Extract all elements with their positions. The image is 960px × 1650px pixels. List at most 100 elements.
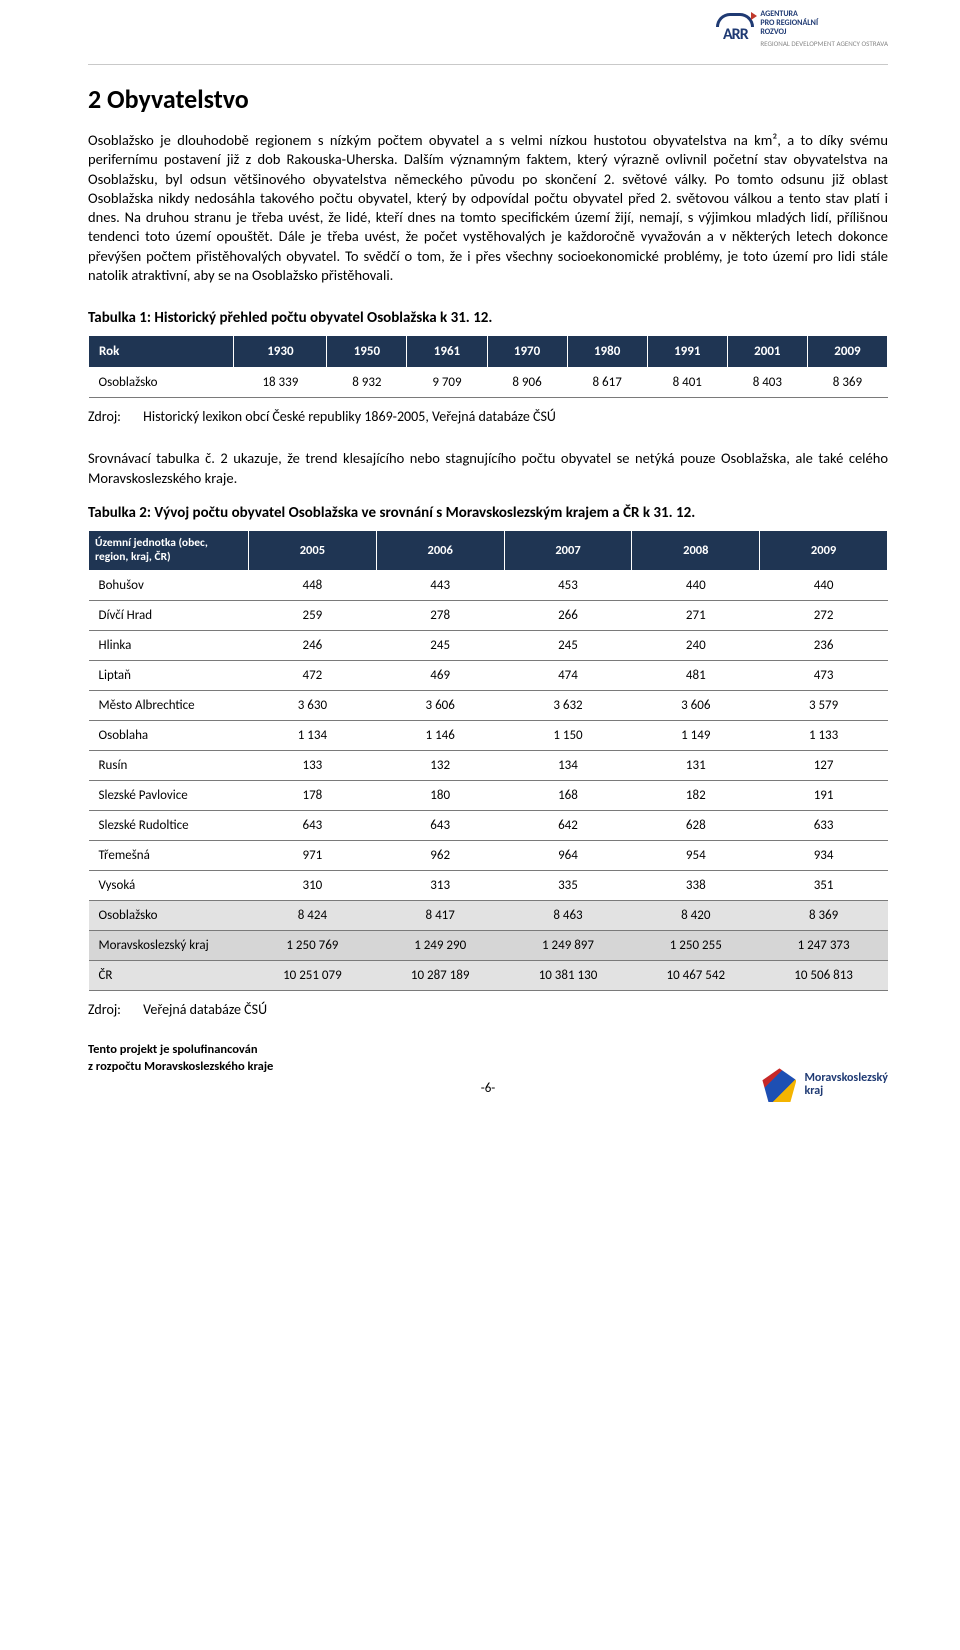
table2-cell: 1 150 [504,721,632,751]
msk-shape-icon [762,1068,796,1102]
table1-title: Tabulka 1: Historický přehled počtu obyv… [88,309,888,327]
msk-line2: kraj [804,1085,888,1098]
table-row: Slezské Rudoltice643643642628633 [89,811,888,841]
table2-cell: 473 [760,661,888,691]
table2-cell: 127 [760,751,888,781]
table2-row-label: Bohušov [89,571,249,601]
table-row: Město Albrechtice3 6303 6063 6323 6063 5… [89,691,888,721]
intro-paragraph: Osoblažsko je dlouhodobě regionem s nízk… [88,131,888,285]
source1-label: Zdroj: [88,408,140,425]
table2-cell: 3 606 [632,691,760,721]
table1: Rok19301950196119701980199120012009 Osob… [88,335,888,398]
table2-cell: 8 424 [249,901,377,931]
table2-cell: 3 579 [760,691,888,721]
table2-cell: 338 [632,871,760,901]
table2-cell: 10 381 130 [504,961,632,991]
table2-cell: 1 247 373 [760,931,888,961]
table2-cell: 971 [249,841,377,871]
table-row: Rusín133132134131127 [89,751,888,781]
table1-header-label: Rok [89,336,234,368]
table2-cell: 1 250 769 [249,931,377,961]
table2-cell: 335 [504,871,632,901]
table1-cell: 9 709 [407,368,487,398]
table2-cell: 191 [760,781,888,811]
table-row: Moravskoslezský kraj1 250 7691 249 2901 … [89,931,888,961]
table1-year-header: 1970 [487,336,567,368]
table2-cell: 472 [249,661,377,691]
table-row: Bohušov448443453440440 [89,571,888,601]
table1-cell: 8 403 [727,368,807,398]
table2-cell: 240 [632,631,760,661]
arr-arrow-icon [751,12,757,20]
table2-cell: 440 [632,571,760,601]
table1-cell: 8 617 [567,368,647,398]
table1-year-header: 2009 [807,336,887,368]
table2-cell: 278 [376,601,504,631]
table1-cell: 18 339 [234,368,327,398]
logo-sub: REGIONAL DEVELOPMENT AGENCY OSTRAVA [760,39,888,48]
table2-cell: 10 506 813 [760,961,888,991]
table2-cell: 453 [504,571,632,601]
table1-row-label: Osoblažsko [89,368,234,398]
table2-cell: 3 632 [504,691,632,721]
table2-cell: 180 [376,781,504,811]
table2-row-label: Slezské Rudoltice [89,811,249,841]
table2-cell: 168 [504,781,632,811]
source2: Zdroj: Veřejná databáze ČSÚ [88,1001,888,1018]
table2-cell: 1 249 290 [376,931,504,961]
table2-cell: 474 [504,661,632,691]
table2-cell: 1 249 897 [504,931,632,961]
table1-cell: 8 401 [647,368,727,398]
table-row: Liptaň472469474481473 [89,661,888,691]
table2-cell: 266 [504,601,632,631]
table2-cell: 481 [632,661,760,691]
table2-row-label: Město Albrechtice [89,691,249,721]
logo-line3: ROZVOJ [760,28,888,37]
table2-cell: 443 [376,571,504,601]
table2-cell: 133 [249,751,377,781]
table2-cell: 8 420 [632,901,760,931]
table2-cell: 8 369 [760,901,888,931]
table-row: Osoblaha1 1341 1461 1501 1491 133 [89,721,888,751]
table2-cell: 1 134 [249,721,377,751]
table1-year-header: 1980 [567,336,647,368]
table2-cell: 1 133 [760,721,888,751]
table2-cell: 131 [632,751,760,781]
table2-row-label: Vysoká [89,871,249,901]
table2-cell: 272 [760,601,888,631]
table2-cell: 10 467 542 [632,961,760,991]
table2-cell: 245 [376,631,504,661]
table2-cell: 236 [760,631,888,661]
table-row: Osoblažsko8 4248 4178 4638 4208 369 [89,901,888,931]
table2-row-label: ČR [89,961,249,991]
table2-cell: 132 [376,751,504,781]
table2-cell: 642 [504,811,632,841]
table-row: Hlinka246245245240236 [89,631,888,661]
section-heading: 2 Obyvatelstvo [88,83,888,115]
table2-row-label: Dívčí Hrad [89,601,249,631]
table2-row-label: Moravskoslezský kraj [89,931,249,961]
table1-year-header: 1991 [647,336,727,368]
table2-cell: 8 463 [504,901,632,931]
table2-cell: 1 149 [632,721,760,751]
table-row: Vysoká310313335338351 [89,871,888,901]
table2-unit-header: Územní jednotka (obec, region, kraj, ČR) [89,530,249,571]
table2-row-label: Slezské Pavlovice [89,781,249,811]
table2: Územní jednotka (obec, region, kraj, ČR)… [88,530,888,992]
footer-page-number: -6- [481,1081,496,1096]
table2-row-label: Osoblaha [89,721,249,751]
table2-cell: 245 [504,631,632,661]
logo-abbr: ARR [723,25,748,44]
table2-cell: 962 [376,841,504,871]
table2-cell: 182 [632,781,760,811]
table2-cell: 3 606 [376,691,504,721]
footer-msk-logo: Moravskoslezský kraj [762,1068,888,1102]
table2-row-label: Liptaň [89,661,249,691]
table2-cell: 310 [249,871,377,901]
table2-year-header: 2009 [760,530,888,571]
arr-arc-icon [716,13,754,27]
table2-year-header: 2005 [249,530,377,571]
table2-cell: 643 [376,811,504,841]
arr-logo-mark: ARR [716,13,754,44]
footer-line1: Tento projekt je spolufinancován [88,1042,888,1059]
